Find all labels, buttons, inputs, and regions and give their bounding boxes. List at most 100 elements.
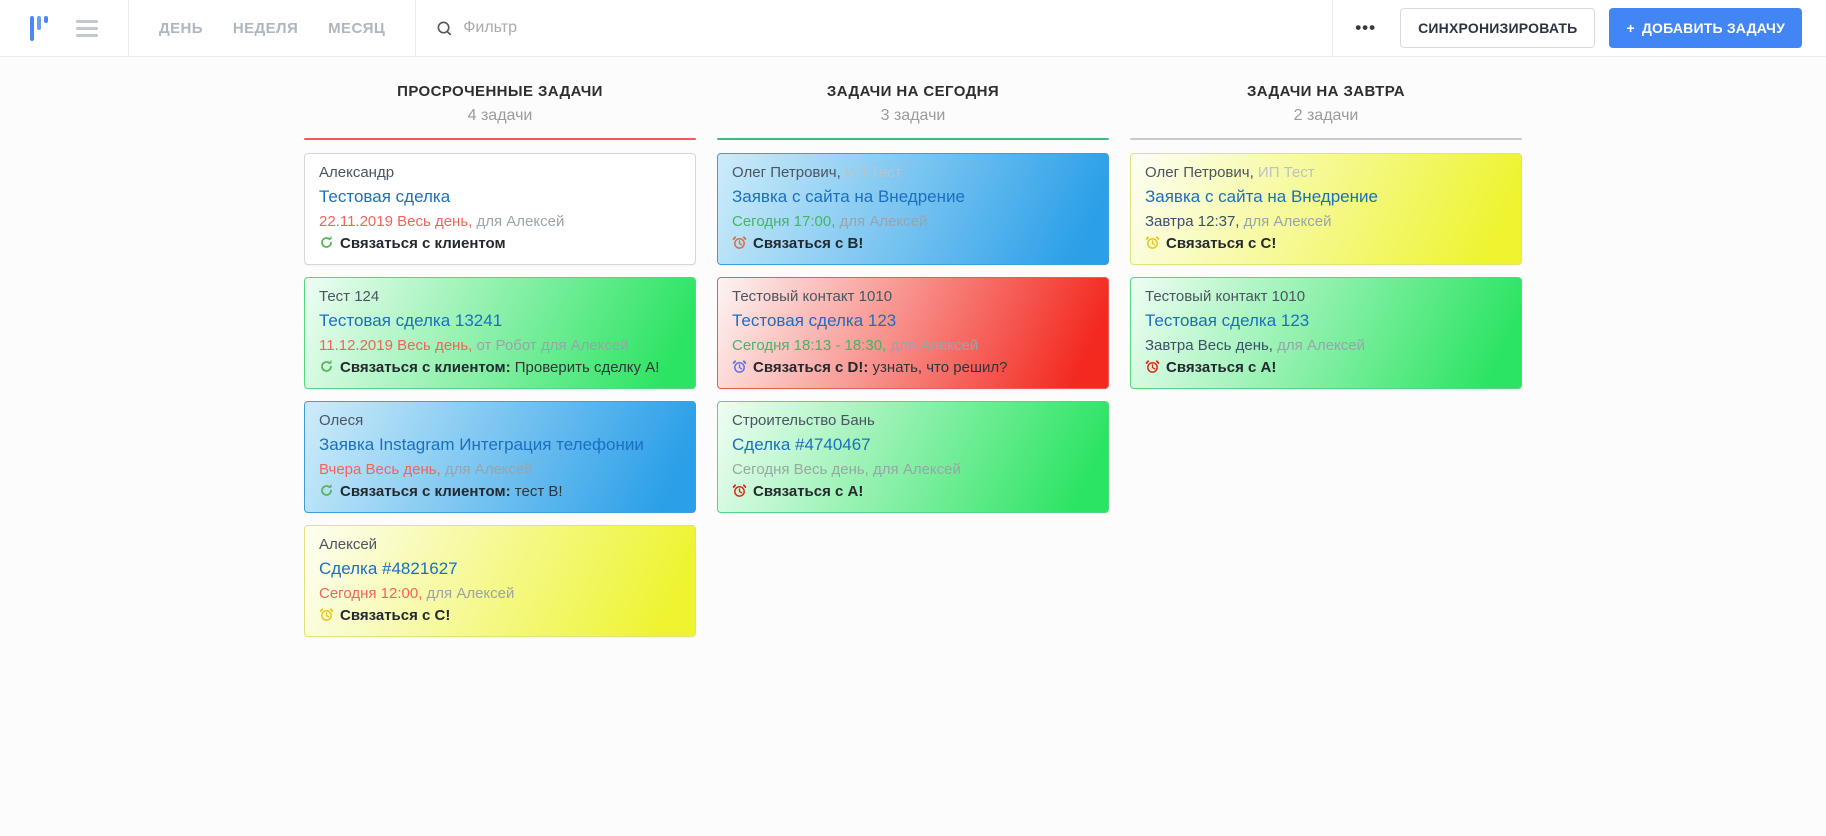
topbar: ДЕНЬ НЕДЕЛЯ МЕСЯЦ ••• СИНХРОНИЗИРОВАТЬ +… — [0, 0, 1826, 57]
task-card[interactable]: Тест 124 Тестовая сделка 13241 11.12.201… — [304, 277, 696, 389]
contact-line: Тестовый контакт 1010 — [1145, 287, 1507, 307]
task-action: Связаться с С! — [340, 606, 451, 624]
board-column: ЗАДАЧИ НА СЕГОДНЯ 3 задачи Олег Петрович… — [717, 83, 1109, 649]
task-action: Связаться с D!: — [753, 358, 869, 376]
plus-icon: + — [1626, 20, 1635, 36]
contact-line: Тест 124 — [319, 287, 681, 307]
deal-link[interactable]: Тестовая сделка 123 — [1145, 311, 1310, 331]
tab-month[interactable]: МЕСЯЦ — [328, 19, 386, 37]
deal-link[interactable]: Тестовая сделка 13241 — [319, 311, 503, 331]
task-note: Проверить сделку А! — [510, 358, 660, 376]
task-time: 22.11.2019 Весь день, — [319, 212, 473, 230]
when-line: Завтра Весь день, для Алексей — [1145, 336, 1507, 356]
task-audience: для Алексей — [476, 212, 565, 230]
task-action: Связаться с клиентом: — [340, 482, 511, 500]
sync-button[interactable]: СИНХРОНИЗИРОВАТЬ — [1400, 8, 1596, 48]
when-line: Сегодня 12:00, для Алексей — [319, 584, 681, 604]
divider — [128, 0, 129, 56]
recurring-icon — [319, 483, 334, 498]
board-column: ЗАДАЧИ НА ЗАВТРА 2 задачи Олег Петрович,… — [1130, 83, 1522, 649]
tab-day[interactable]: ДЕНЬ — [159, 19, 203, 37]
contact-line: Олег Петрович, ИП Тест — [732, 163, 1094, 183]
task-audience: от Робот для Алексей — [476, 336, 629, 354]
column-count: 4 задачи — [467, 107, 533, 124]
contact-name: Тест 124 — [319, 288, 380, 305]
contact-name: Строительство Бань — [732, 412, 875, 429]
deal-link[interactable]: Заявка с сайта на Внедрение — [1145, 187, 1378, 207]
contact-name: Олеся — [319, 412, 364, 429]
task-audience: для Алексей — [1243, 212, 1332, 230]
contact-name: Тестовый контакт 1010 — [1145, 288, 1306, 305]
more-options-button[interactable]: ••• — [1355, 18, 1377, 37]
contact-name: Олег Петрович, — [1145, 164, 1254, 181]
app-logo[interactable] — [30, 15, 48, 41]
task-card[interactable]: Олег Петрович, ИП Тест Заявка с сайта на… — [717, 153, 1109, 265]
column-count: 2 задачи — [1293, 107, 1359, 124]
task-action: Связаться с клиентом — [340, 234, 506, 252]
action-line: Связаться с А! — [1145, 358, 1507, 378]
logo-bar — [30, 15, 34, 41]
when-line: Сегодня Весь день, для Алексей — [732, 460, 1094, 480]
action-line: Связаться с D!: узнать, что решил? — [732, 358, 1094, 378]
board-column: ПРОСРОЧЕННЫЕ ЗАДАЧИ 4 задачи Александр Т… — [304, 83, 696, 649]
contact-name: Алексей — [319, 536, 378, 553]
task-time: Сегодня 12:00, — [319, 584, 423, 602]
alarm-icon — [732, 359, 747, 374]
task-card[interactable]: Алексей Сделка #4821627 Сегодня 12:00, д… — [304, 525, 696, 637]
task-audience: для Алексей — [1277, 336, 1365, 354]
alarm-icon — [732, 483, 747, 498]
logo-bar — [44, 15, 48, 23]
alarm-icon — [732, 235, 747, 250]
add-task-label: ДОБАВИТЬ ЗАДАЧУ — [1641, 20, 1785, 36]
task-card[interactable]: Олег Петрович, ИП Тест Заявка с сайта на… — [1130, 153, 1522, 265]
task-audience: для Алексей — [444, 460, 533, 478]
alarm-icon — [1145, 359, 1160, 374]
search-icon — [437, 21, 452, 35]
action-line: Связаться с А! — [732, 482, 1094, 502]
company-name: ИП Тест — [840, 164, 902, 181]
deal-link[interactable]: Заявка Instagram Интеграция телефонии — [319, 435, 644, 455]
logo-bar — [37, 15, 41, 30]
action-line: Связаться с клиентом: Проверить сделку А… — [319, 358, 681, 378]
when-line: Вчера Весь день, для Алексей — [319, 460, 681, 480]
when-line: 22.11.2019 Весь день, для Алексей — [319, 212, 681, 232]
contact-name: Александр — [319, 164, 395, 181]
action-line: Связаться с С! — [319, 606, 681, 626]
task-time: Вчера Весь день, — [319, 460, 441, 478]
deal-link[interactable]: Сделка #4821627 — [319, 559, 458, 579]
alarm-icon — [319, 607, 334, 622]
filter-input[interactable] — [463, 19, 1313, 37]
deal-link[interactable]: Заявка с сайта на Внедрение — [732, 187, 965, 207]
tab-week[interactable]: НЕДЕЛЯ — [232, 19, 299, 37]
task-card[interactable]: Тестовый контакт 1010 Тестовая сделка 12… — [717, 277, 1109, 389]
column-title: ЗАДАЧИ НА ЗАВТРА — [1246, 83, 1406, 100]
menu-icon[interactable] — [76, 19, 98, 37]
task-board: ПРОСРОЧЕННЫЕ ЗАДАЧИ 4 задачи Александр Т… — [0, 57, 1826, 649]
task-card[interactable]: Строительство Бань Сделка #4740467 Сегод… — [717, 401, 1109, 513]
task-card[interactable]: Александр Тестовая сделка 22.11.2019 Вес… — [304, 153, 696, 265]
column-underline — [1130, 138, 1522, 140]
column-cards: Александр Тестовая сделка 22.11.2019 Вес… — [304, 153, 696, 637]
task-time: Сегодня 18:13 - 18:30, — [732, 336, 887, 354]
column-cards: Олег Петрович, ИП Тест Заявка с сайта на… — [717, 153, 1109, 513]
when-line: Сегодня 18:13 - 18:30, для Алексей — [732, 336, 1094, 356]
deal-link[interactable]: Сделка #4740467 — [732, 435, 871, 455]
column-count: 3 задачи — [880, 107, 946, 124]
task-time: 11.12.2019 Весь день, — [319, 336, 473, 354]
column-title: ПРОСРОЧЕННЫЕ ЗАДАЧИ — [397, 83, 603, 100]
add-task-button[interactable]: + ДОБАВИТЬ ЗАДАЧУ — [1609, 8, 1802, 48]
task-action: Связаться с С! — [1166, 234, 1277, 252]
deal-link[interactable]: Тестовая сделка — [319, 187, 451, 207]
contact-line: Олег Петрович, ИП Тест — [1145, 163, 1507, 183]
column-cards: Олег Петрович, ИП Тест Заявка с сайта на… — [1130, 153, 1522, 389]
column-underline — [717, 138, 1109, 140]
recurring-icon — [319, 235, 334, 250]
task-card[interactable]: Олеся Заявка Instagram Интеграция телефо… — [304, 401, 696, 513]
task-card[interactable]: Тестовый контакт 1010 Тестовая сделка 12… — [1130, 277, 1522, 389]
action-line: Связаться с клиентом — [319, 234, 681, 254]
action-line: Связаться с С! — [1145, 234, 1507, 254]
task-action: Связаться с клиентом: — [340, 358, 511, 376]
deal-link[interactable]: Тестовая сделка 123 — [732, 311, 897, 331]
when-line: Завтра 12:37, для Алексей — [1145, 212, 1507, 232]
task-audience: для Алексей — [426, 584, 515, 602]
